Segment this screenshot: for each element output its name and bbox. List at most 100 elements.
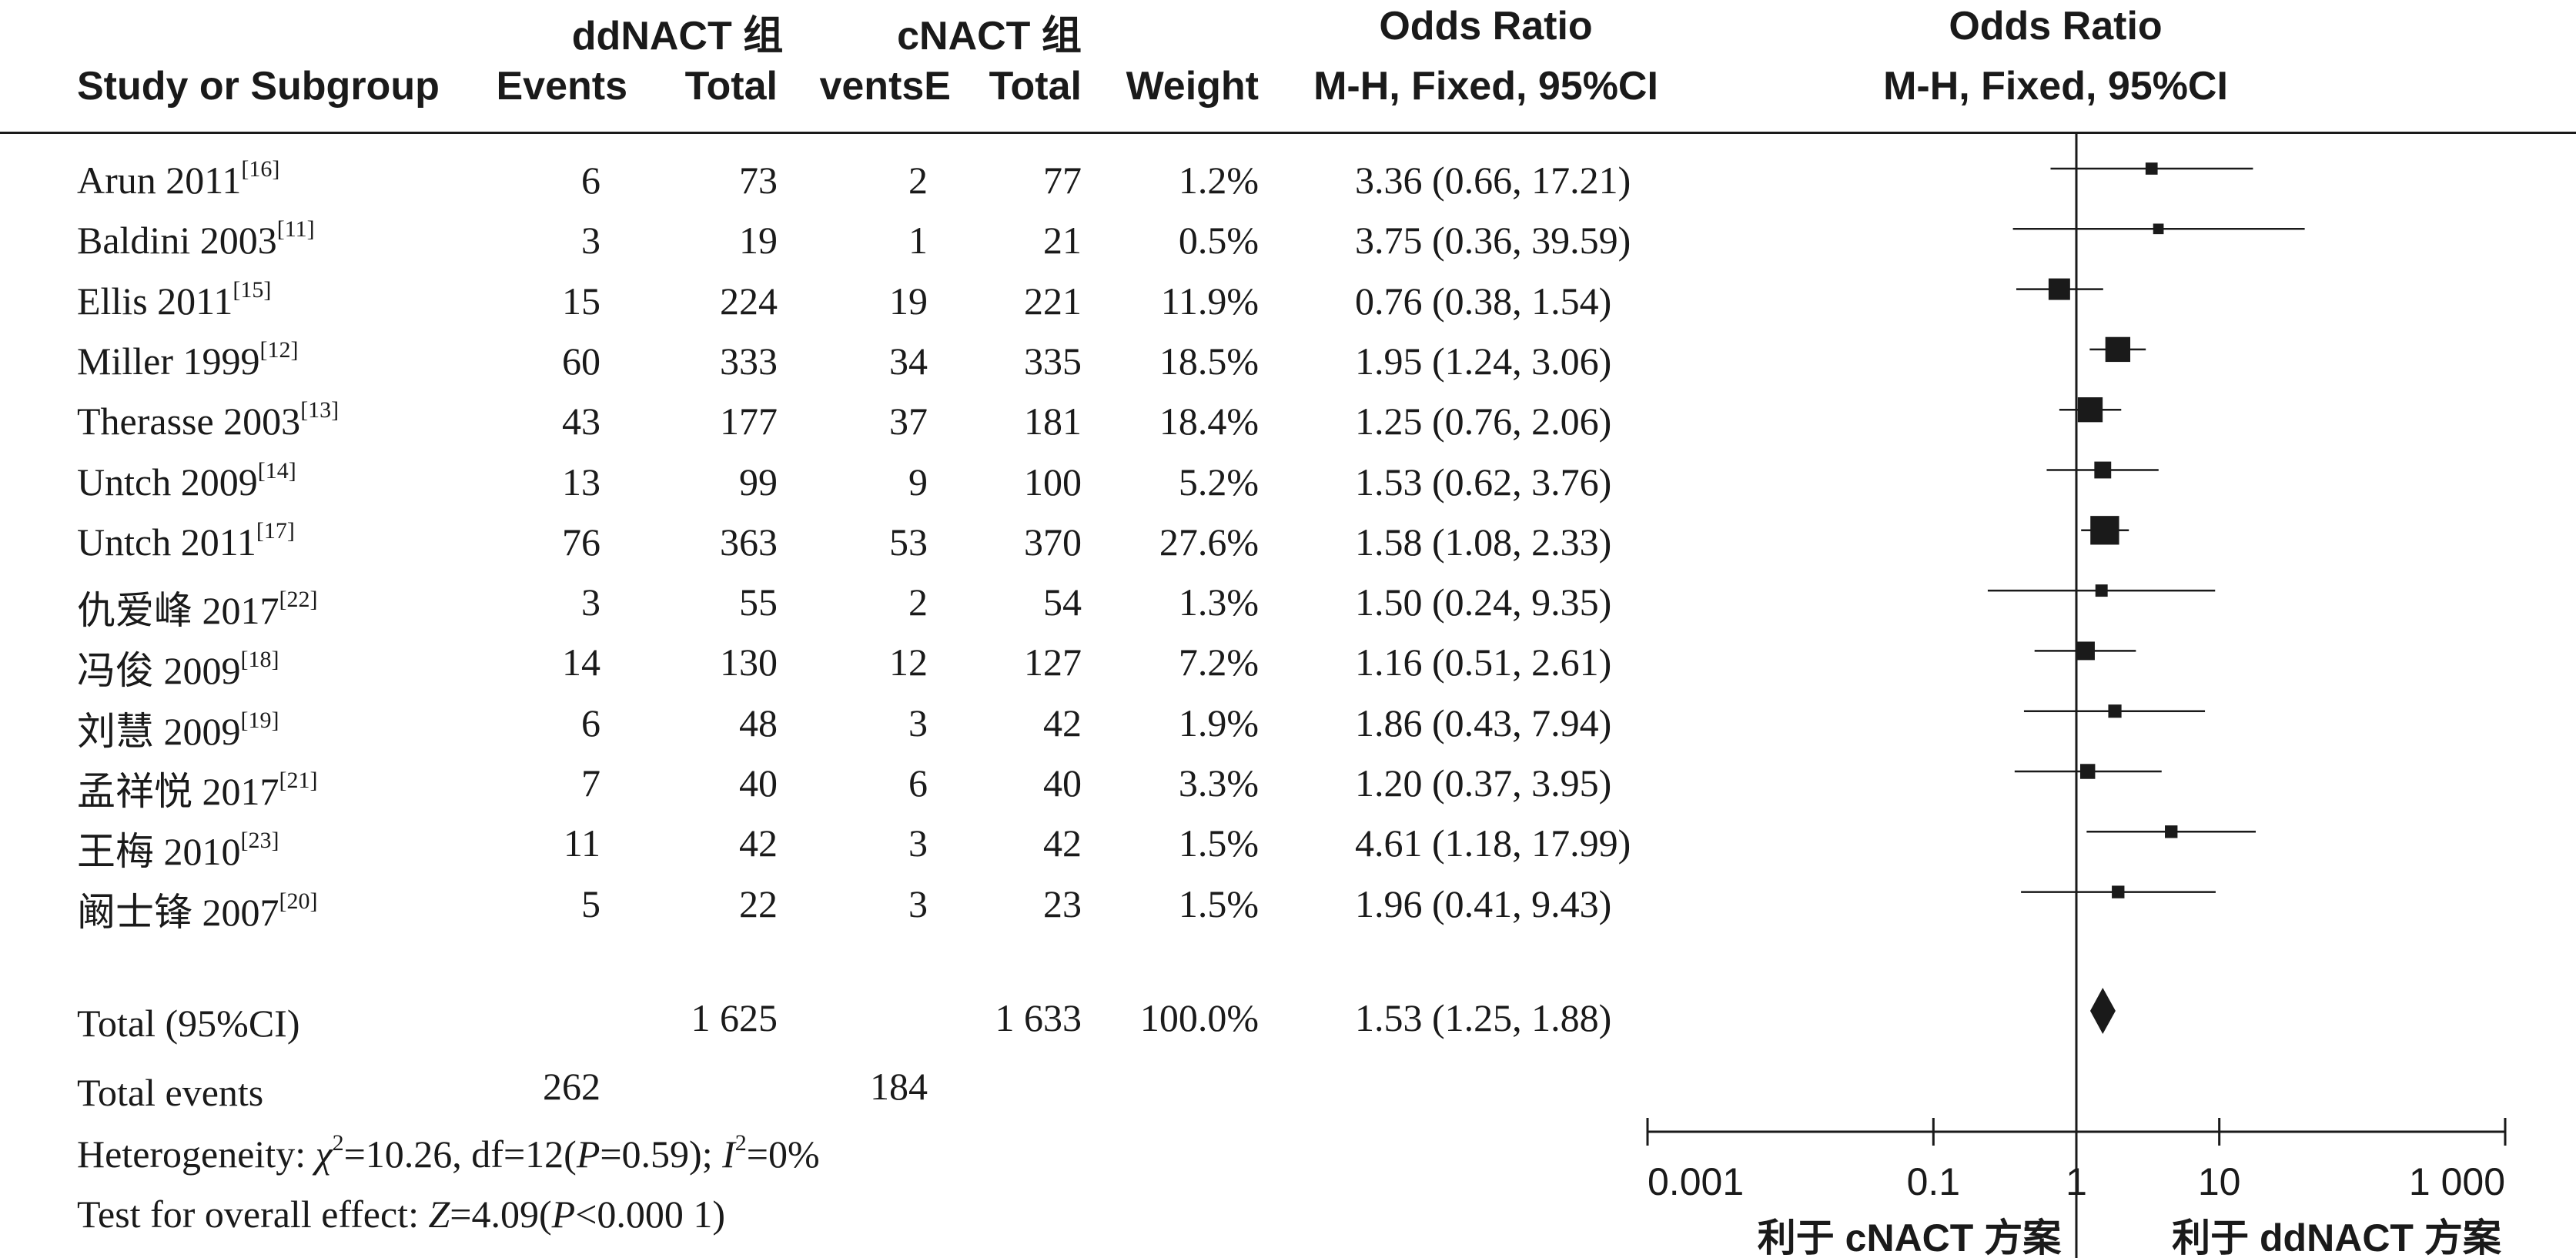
x-tick-label: 0.1 (1907, 1160, 1961, 1203)
events-ddnact: 7 (581, 761, 601, 805)
study-or-text: 1.86 (0.43, 7.94) (1355, 701, 1612, 744)
point-estimate (2079, 764, 2096, 779)
study-weight: 0.5% (1178, 219, 1259, 263)
study-weight: 5.2% (1178, 460, 1259, 504)
total-cnact: 23 (1043, 882, 1082, 925)
study-reference: [11] (276, 216, 315, 243)
total-count-cnact: 1 633 (995, 996, 1082, 1039)
header-group-cnact: cNACT 组 (897, 14, 1082, 59)
study-reference: [22] (279, 587, 318, 613)
events-ddnact: 11 (563, 821, 601, 865)
header-group-ddnact: ddNACT 组 (571, 14, 784, 59)
study-reference: [14] (257, 457, 296, 483)
point-estimate (2112, 885, 2125, 898)
x-tick-label: 1 (2066, 1160, 2087, 1203)
header-odds-ratio-table: Odds Ratio (1379, 4, 1593, 49)
events-cnact: 3 (908, 821, 928, 865)
favours-cnact-label: 利于 cNACT 方案 (1758, 1216, 2062, 1258)
header-method-plot: M-H, Fixed, 95%CI (1883, 64, 2228, 109)
study-or-text: 3.36 (0.66, 17.21) (1355, 159, 1631, 202)
study-reference: [15] (233, 276, 272, 303)
total-ddnact: 99 (739, 460, 778, 504)
events-ddnact: 6 (581, 701, 601, 744)
study-name: Therasse 2003[13] (77, 399, 339, 443)
study-name: Baldini 2003[11] (77, 218, 315, 263)
study-name-text: Miller 1999 (77, 339, 260, 383)
point-estimate (2076, 641, 2095, 661)
study-or-text: 1.20 (0.37, 3.95) (1355, 761, 1612, 805)
study-or-text: 1.96 (0.41, 9.43) (1355, 882, 1612, 925)
study-reference: [12] (259, 336, 299, 363)
events-ddnact: 13 (562, 460, 601, 504)
total-ddnact: 40 (739, 761, 778, 805)
point-estimate (2153, 223, 2164, 235)
study-name: Ellis 2011[15] (77, 276, 272, 323)
total-or-text: 1.53 (1.25, 1.88) (1355, 996, 1612, 1039)
events-cnact: 34 (889, 339, 928, 383)
events-cnact: 37 (889, 400, 928, 443)
total-cnact: 21 (1043, 219, 1082, 263)
events-cnact: 2 (908, 580, 928, 624)
study-weight: 1.5% (1178, 821, 1259, 865)
point-estimate (2090, 516, 2119, 545)
total-ddnact: 363 (720, 520, 778, 564)
point-estimate (2048, 278, 2070, 300)
events-cnact: 2 (908, 159, 928, 202)
favours-ddnact-label: 利于 ddNACT 方案 (2172, 1216, 2502, 1258)
study-weight: 11.9% (1160, 279, 1259, 323)
study-name: 王梅 2010[23] (77, 821, 279, 876)
total-ddnact: 73 (739, 159, 778, 202)
study-name-text: Ellis 2011 (77, 279, 233, 323)
study-name-text: Baldini 2003 (77, 219, 277, 263)
study-name-text: 阚士锋 2007 (77, 890, 279, 934)
total-cnact: 100 (1024, 460, 1082, 504)
point-estimate (2094, 461, 2112, 479)
point-estimate (2108, 704, 2122, 718)
study-name: Untch 2009[14] (77, 457, 296, 504)
total-ddnact: 224 (720, 279, 778, 323)
study-or-text: 3.75 (0.36, 39.59) (1355, 219, 1631, 263)
total-label: Total (95%CI) (77, 1002, 300, 1045)
events-ddnact: 6 (581, 159, 601, 202)
events-cnact: 53 (889, 520, 928, 564)
header-weight: Weight (1126, 64, 1259, 109)
study-name: 冯俊 2009[18] (77, 640, 279, 695)
study-or-text: 1.58 (1.08, 2.33) (1355, 520, 1612, 564)
total-events-label: Total events (77, 1071, 264, 1114)
events-cnact: 9 (908, 460, 928, 504)
study-weight: 1.2% (1178, 159, 1259, 202)
total-cnact: 221 (1024, 279, 1082, 323)
study-weight: 18.4% (1159, 400, 1259, 443)
study-reference: [16] (241, 156, 280, 182)
events-cnact: 12 (889, 641, 928, 684)
total-ddnact: 55 (739, 580, 778, 624)
total-ddnact: 48 (739, 701, 778, 744)
study-reference: [19] (240, 707, 279, 733)
events-cnact: 1 (908, 219, 928, 263)
study-reference: [21] (279, 768, 318, 793)
study-weight: 1.3% (1178, 580, 1259, 624)
total-ddnact: 42 (739, 821, 778, 865)
point-estimate (2145, 162, 2158, 175)
study-name: 阚士锋 2007[20] (77, 882, 317, 937)
study-name-text: Untch 2011 (77, 520, 256, 564)
total-weight: 100.0% (1139, 996, 1259, 1039)
study-name-text: 冯俊 2009 (77, 649, 241, 693)
study-name-text: 刘慧 2009 (77, 709, 241, 753)
point-estimate (2105, 336, 2131, 363)
header-odds-ratio-plot: Odds Ratio (1949, 4, 2163, 49)
study-or-text: 4.61 (1.18, 17.99) (1355, 821, 1631, 865)
study-weight: 27.6% (1159, 520, 1259, 564)
study-name-text: Arun 2011 (77, 159, 242, 202)
study-name-text: Therasse 2003 (77, 400, 301, 443)
study-name: 仇爱峰 2017[22] (77, 580, 317, 635)
study-name-text: 王梅 2010 (77, 830, 241, 874)
total-cnact: 42 (1043, 821, 1082, 865)
events-ddnact: 15 (562, 279, 601, 323)
study-reference: [18] (240, 647, 279, 673)
point-estimate (2077, 397, 2103, 423)
study-weight: 18.5% (1159, 339, 1259, 383)
total-ddnact: 333 (720, 339, 778, 383)
